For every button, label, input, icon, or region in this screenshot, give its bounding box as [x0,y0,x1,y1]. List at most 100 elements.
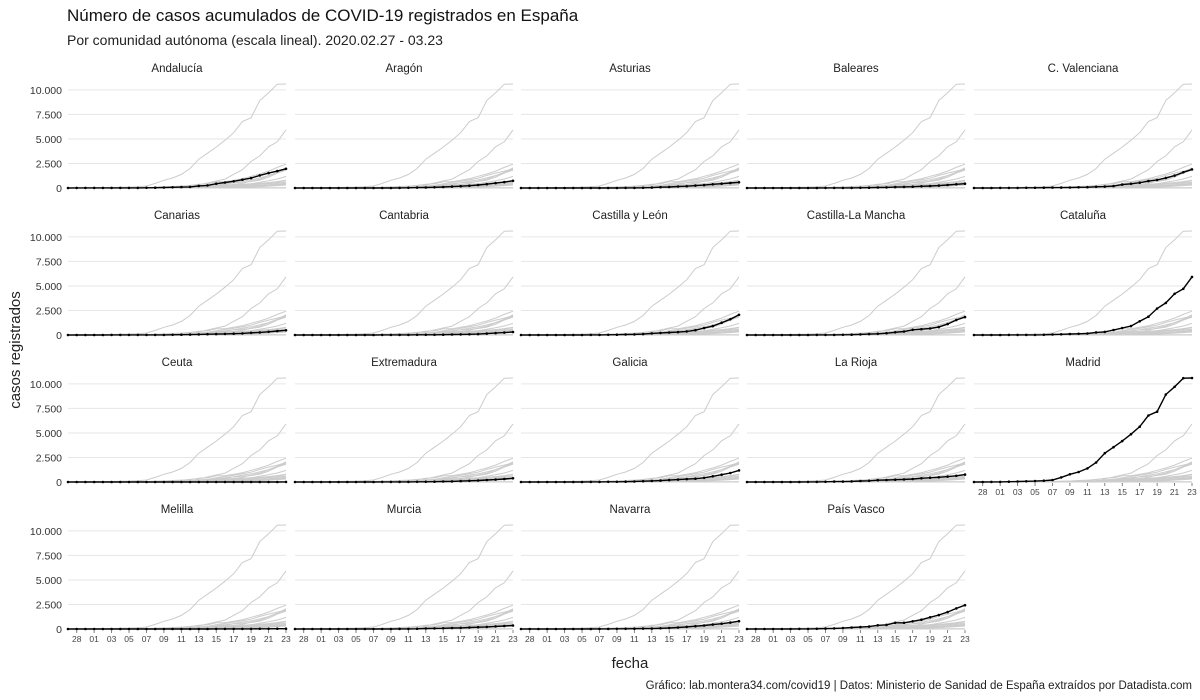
data-point [1138,320,1141,323]
data-point [545,186,549,190]
data-point [972,333,976,337]
data-point [136,480,140,484]
data-point [372,480,375,484]
data-point [624,333,627,336]
data-point [946,610,949,614]
data-point [1007,333,1011,337]
data-point [84,480,87,484]
data-point [572,333,575,337]
facet-label: Ceuta [162,357,193,369]
data-point [415,627,419,631]
x-tick-label: 28 [751,634,761,644]
highlight-series-line [747,604,966,630]
data-point [937,613,941,617]
data-point [424,480,428,484]
data-point [311,480,314,484]
data-point [1016,333,1019,337]
facet-panel: Murcia 28 01 03 05 07 09 11 13 15 17 19 21 23 [293,504,518,644]
data-point [441,480,445,483]
data-point [798,333,801,337]
facet-panel: Extremadura [293,357,515,484]
data-point [771,333,775,337]
background-series-line [974,230,1193,336]
data-point [998,480,1002,484]
y-tick-label: 5.000 [36,575,62,587]
chart-title: Número de casos acumulados de COVID-19 r… [67,6,579,25]
data-point [667,331,671,334]
data-point [598,480,601,484]
x-tick-label: 19 [925,634,935,644]
data-point [249,176,253,180]
data-point [1155,178,1159,182]
facet-panel: País Vasco 28 01 03 05 07 09 11 13 15 17 19 21 23 [745,504,970,644]
data-point [1077,332,1080,336]
data-point [66,186,70,190]
data-point [754,333,757,337]
data-point [867,332,871,336]
data-point [249,480,253,484]
facet-panel: Melilla 0 2.500 5.000 7.500 10.000 28 01 03 05 07 0… [30,504,291,644]
data-point [407,480,410,484]
data-point [963,603,967,607]
data-point [119,627,122,631]
data-point [302,186,306,190]
data-point [771,480,775,484]
data-point [1033,479,1037,483]
x-tick-label: 23 [1187,487,1197,497]
data-point [955,607,958,610]
x-tick-label: 28 [299,634,309,644]
data-point [232,332,235,336]
data-point [1094,461,1098,464]
data-point [171,627,174,631]
data-point [66,627,70,631]
data-point [867,625,871,628]
data-point [955,474,958,478]
data-point [162,333,166,337]
x-axis-title: fecha [612,655,649,672]
data-point [206,332,209,336]
data-point [841,333,845,337]
y-tick-label: 7.500 [36,109,62,121]
data-point [633,480,636,483]
data-point [893,478,897,482]
data-point [685,330,688,333]
data-point [127,333,131,337]
x-tick-label: 21 [264,634,274,644]
data-point [832,627,836,630]
data-point [293,333,297,337]
data-point [694,624,697,628]
data-point [180,185,183,189]
background-series-line [68,230,287,336]
data-point [937,325,941,329]
data-point [589,627,593,631]
data-point [267,480,270,484]
data-point [832,186,836,190]
data-point [415,480,419,484]
data-point [806,333,810,337]
data-point [580,333,584,337]
data-point [75,627,78,631]
data-point [789,333,792,337]
data-point [398,627,401,631]
data-point [241,627,244,631]
data-point [1190,168,1194,171]
data-point [720,321,723,325]
data-point [946,475,949,478]
data-point [433,186,436,189]
data-point [711,475,715,478]
x-tick-label: 05 [577,634,587,644]
data-point [920,618,923,621]
data-point [354,627,358,631]
data-point [624,480,627,484]
data-point [729,318,732,321]
data-point [580,627,584,631]
data-point [850,626,853,629]
data-point [101,186,105,190]
data-point [1129,324,1133,328]
x-tick-label: 09 [159,634,169,644]
data-point [1155,307,1159,310]
x-tick-label: 23 [281,634,291,644]
data-point [75,480,78,484]
data-point [311,627,314,631]
data-point [780,333,784,337]
